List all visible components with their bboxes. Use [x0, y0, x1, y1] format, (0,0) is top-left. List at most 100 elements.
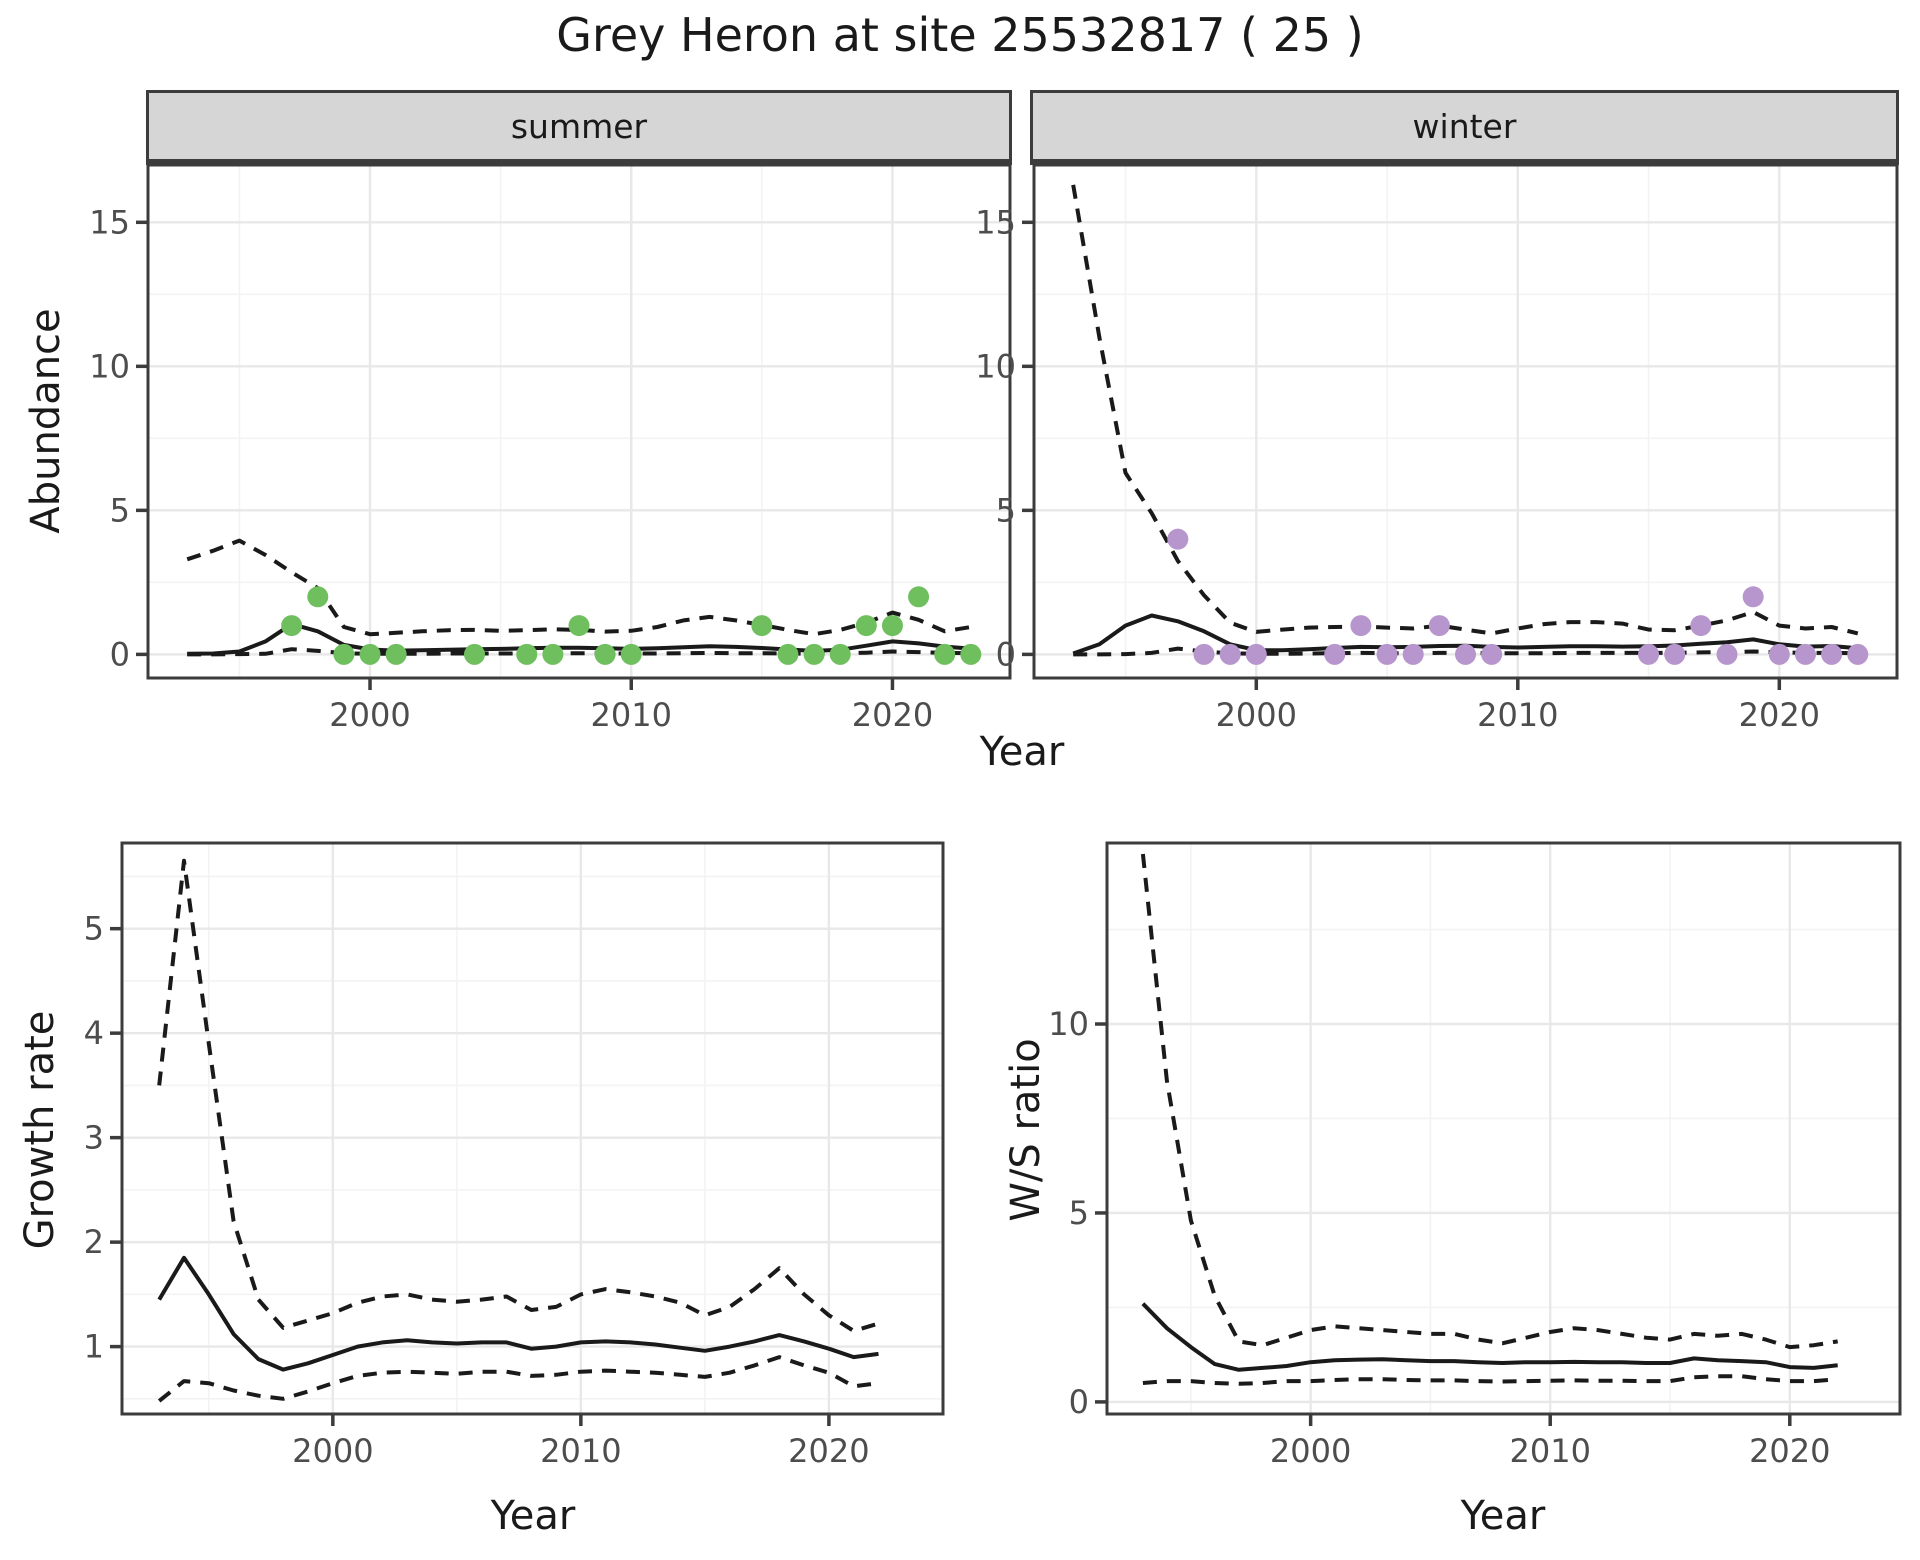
panel-border — [120, 841, 945, 1416]
observation-point — [359, 643, 381, 665]
observation-point — [385, 643, 407, 665]
y-tick-label: 0 — [110, 635, 130, 673]
ci-lower-line — [1142, 1374, 1838, 1386]
panel-border — [1032, 163, 1899, 680]
observation-point — [1219, 643, 1241, 665]
observation-point — [829, 643, 851, 665]
ci-upper-line — [1071, 184, 1859, 636]
observation-point — [1742, 586, 1764, 608]
observation-point — [1245, 643, 1267, 665]
fit-line — [1141, 1302, 1838, 1372]
observation-point — [1428, 615, 1450, 637]
observation-point — [464, 643, 486, 665]
y-tick-label: 3 — [84, 1119, 104, 1157]
observation-point — [881, 615, 903, 637]
x-tick-label: 2020 — [788, 1432, 869, 1470]
x-tick-label: 2000 — [329, 696, 410, 734]
observation-point — [1768, 643, 1790, 665]
observation-point — [620, 643, 642, 665]
x-tick-label: 2010 — [1509, 1432, 1590, 1470]
observation-point — [307, 586, 329, 608]
x-tick-label: 2010 — [591, 696, 672, 734]
observation-point — [1716, 643, 1738, 665]
x-tick-label: 2010 — [1477, 696, 1558, 734]
fit-line — [157, 1255, 879, 1372]
observation-point — [934, 643, 956, 665]
y-axis-title-growth-rate: Growth rate — [17, 1010, 63, 1250]
observation-point — [1350, 615, 1372, 637]
observation-point — [777, 643, 799, 665]
panel-background — [1034, 165, 1897, 678]
observation-point — [803, 643, 825, 665]
observation-point — [1821, 643, 1843, 665]
panel-growth_rate: 2000 2010 2020 1 2 3 4 5 — [84, 841, 945, 1470]
y-axis-title-ws-ratio: W/S ratio — [1003, 1038, 1049, 1222]
x-tick-label: 2020 — [1749, 1432, 1830, 1470]
observation-point — [1664, 643, 1686, 665]
panel-background — [122, 843, 943, 1414]
observation-point — [1638, 643, 1660, 665]
observation-point — [333, 643, 355, 665]
x-axis-title-year-bottom-left: Year — [490, 1493, 576, 1539]
panel-abundance_winter: 2000 2010 2020 0 5 10 15 — [975, 163, 1899, 734]
observation-point — [1455, 643, 1476, 665]
observation-point — [908, 586, 930, 608]
observation-point — [1193, 643, 1215, 665]
observation-point — [1167, 528, 1189, 550]
y-tick-label: 0 — [1069, 1383, 1089, 1421]
observation-point — [855, 615, 877, 637]
x-tick-label: 2000 — [1270, 1432, 1351, 1470]
ci-upper-line — [1140, 853, 1839, 1350]
observation-point — [1794, 643, 1816, 665]
y-tick-label: 10 — [975, 347, 1016, 385]
observation-point — [1402, 643, 1424, 665]
facet-strip-summer: summer — [146, 90, 1012, 165]
y-axis-title-abundance: Abundance — [23, 308, 69, 534]
observation-point — [281, 615, 303, 637]
observation-point — [1690, 615, 1712, 637]
y-tick-label: 15 — [975, 203, 1016, 241]
facet-strip-winter-label: winter — [1412, 106, 1517, 146]
y-tick-label: 5 — [84, 910, 104, 948]
panel-border — [146, 163, 1012, 680]
y-tick-label: 2 — [84, 1223, 104, 1261]
observation-point — [1376, 643, 1398, 665]
x-tick-label: 2000 — [292, 1432, 373, 1470]
facet-strip-winter: winter — [1030, 90, 1899, 165]
y-tick-label: 4 — [84, 1014, 104, 1052]
panel-ws_ratio: 2000 2010 2020 0 5 10 — [1048, 841, 1902, 1470]
x-tick-label: 2000 — [1216, 696, 1297, 734]
observation-point — [568, 615, 590, 637]
ci-upper-line — [157, 858, 880, 1333]
observation-point — [1847, 643, 1869, 665]
y-tick-label: 5 — [1069, 1194, 1089, 1232]
y-tick-label: 15 — [89, 203, 130, 241]
y-tick-label: 10 — [89, 347, 130, 385]
panel-background — [148, 165, 1010, 678]
y-tick-label: 5 — [996, 491, 1016, 529]
observation-point — [960, 643, 982, 665]
x-tick-label: 2020 — [852, 696, 933, 734]
panel-background — [1107, 843, 1900, 1414]
observation-point — [1324, 643, 1346, 665]
y-tick-label: 0 — [996, 635, 1016, 673]
observation-point — [516, 643, 538, 665]
chart-title: Grey Heron at site 25532817 ( 25 ) — [556, 8, 1364, 62]
facet-strip-summer-label: summer — [510, 106, 648, 146]
observation-point — [594, 643, 616, 665]
x-tick-label: 2020 — [1739, 696, 1820, 734]
ci-lower-line — [157, 1355, 879, 1403]
y-tick-label: 1 — [84, 1328, 104, 1366]
x-axis-title-year-top: Year — [979, 729, 1065, 775]
observation-point — [751, 615, 773, 637]
observation-point — [1481, 643, 1503, 665]
y-tick-label: 10 — [1048, 1005, 1089, 1043]
observation-point — [542, 643, 564, 665]
y-tick-label: 5 — [110, 491, 130, 529]
x-axis-title-year-bottom-right: Year — [1460, 1493, 1546, 1539]
x-tick-label: 2010 — [540, 1432, 621, 1470]
panel-abundance_summer: 2000 2010 2020 0 5 10 15 — [89, 163, 1012, 734]
panel-border — [1105, 841, 1902, 1416]
